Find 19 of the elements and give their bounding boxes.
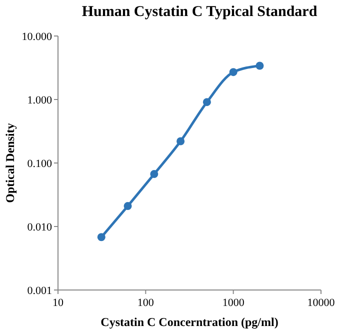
x-tick-label: 10 (52, 297, 64, 309)
x-tick-label: 10000 (307, 297, 336, 309)
point (97, 233, 106, 242)
y-tick-label: 0.100 (27, 158, 52, 170)
x-axis-title: Cystatin C Concerntration (pg/ml) (100, 315, 278, 329)
x-tick-label: 1000 (222, 297, 245, 309)
point (256, 62, 264, 70)
point (229, 68, 238, 76)
point (124, 202, 132, 210)
x-tick-label: 100 (137, 297, 154, 309)
y-axis-title: Optical Density (3, 123, 17, 203)
point (202, 98, 211, 106)
point (150, 170, 158, 178)
chart-title: Human Cystatin C Typical Standard (82, 4, 318, 20)
point (176, 137, 185, 146)
y-tick-label: 0.010 (27, 222, 52, 234)
y-tick-label: 0.001 (27, 285, 52, 297)
y-tick-label: 10.000 (22, 31, 52, 43)
y-tick-label: 1.000 (27, 94, 52, 106)
